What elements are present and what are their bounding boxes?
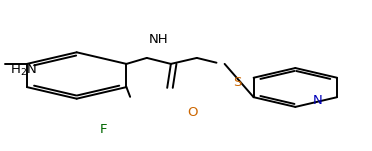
Text: H$_2$N: H$_2$N: [10, 63, 37, 78]
Text: O: O: [187, 106, 198, 119]
Text: N: N: [312, 94, 322, 107]
Text: S: S: [233, 76, 241, 89]
Text: NH: NH: [148, 33, 168, 46]
Text: F: F: [100, 123, 108, 136]
